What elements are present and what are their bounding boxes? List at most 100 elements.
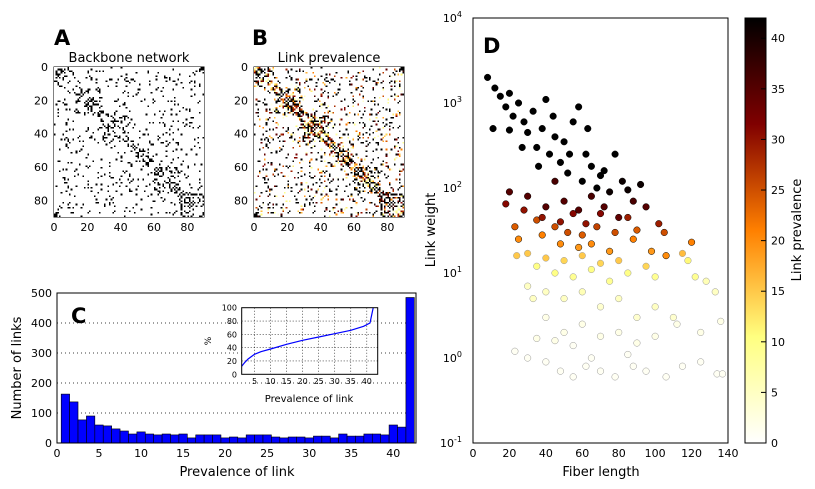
panel-d-ticks: 0 20 40 60 80 100 120 140 10-1 100 101 102 103 104 (440, 10, 738, 460)
histogram-bar (380, 434, 390, 444)
scatter-point (629, 197, 637, 205)
histogram-bar (321, 435, 331, 444)
panel-d-xtick-label: 140 (718, 447, 739, 460)
scatter-point (582, 150, 590, 158)
scatter-point (606, 188, 614, 196)
scatter-point (542, 288, 550, 296)
scatter-point (560, 328, 568, 336)
scatter-point (587, 240, 595, 248)
scatter-point (596, 367, 605, 375)
scatter-point (556, 367, 564, 375)
scatter-point (662, 252, 670, 260)
scatter-point (593, 223, 601, 231)
histogram-bar (136, 431, 146, 444)
histogram-bar (287, 436, 297, 444)
scatter-point (584, 125, 592, 133)
scatter-point (624, 269, 632, 277)
histogram-bar (119, 430, 129, 444)
scatter-point (587, 192, 595, 200)
scatter-point (489, 125, 497, 133)
scatter-point (651, 303, 659, 311)
panel-d-ylabel: Link weight (424, 193, 439, 268)
scatter-point (615, 295, 623, 303)
histogram-bar (245, 434, 255, 444)
scatter-point (505, 188, 513, 196)
scatter-point (673, 320, 681, 328)
inset-cumulative-line (241, 307, 374, 367)
panel-c-xtick-label: 5 (96, 447, 103, 460)
panel-a-axes: 0 0 20 20 40 40 60 60 80 80 (34, 61, 205, 234)
colorbar-tick-label: 0 (771, 437, 778, 450)
scatter-point (529, 295, 537, 303)
panel-d-ytick-label: 103 (443, 95, 462, 110)
scatter-point (551, 269, 559, 277)
scatter-point (596, 259, 605, 267)
scatter-point (569, 342, 577, 350)
scatter-point (651, 273, 659, 281)
scatter-point (600, 167, 608, 175)
histogram-bar (60, 393, 70, 444)
scatter-point (575, 243, 583, 251)
histogram-bar (355, 435, 365, 444)
panel-a-title: Backbone network (69, 51, 190, 66)
scatter-point (717, 317, 725, 325)
scatter-point (711, 288, 719, 296)
panel-d-xlabel: Fiber length (562, 465, 639, 480)
scatter-point (578, 320, 586, 328)
scatter-point (524, 128, 532, 137)
scatter-point (542, 254, 550, 262)
scatter-point (569, 273, 577, 281)
scatter-point (624, 186, 632, 194)
panel-b-ytick-label: 40 (234, 128, 248, 141)
histogram-bar (203, 434, 213, 444)
panel-d-xtick-label: 40 (539, 447, 553, 460)
inset-ytick-label: 100 (222, 304, 237, 313)
scatter-point (542, 358, 550, 366)
scatter-point (629, 235, 637, 243)
scatter-point (633, 226, 641, 234)
panel-c-ytick-label: 100 (31, 407, 52, 420)
scatter-point (575, 103, 583, 111)
panel-c-ylabel: Number of links (10, 316, 25, 419)
panel-d-ytick-label: 104 (443, 10, 462, 25)
colorbar-tick-label: 35 (771, 83, 785, 96)
scatter-point (538, 125, 546, 133)
panel-a-xtick-label: 40 (114, 221, 128, 234)
scatter-point (542, 203, 550, 211)
panel-d-xtick-label: 80 (612, 447, 626, 460)
scatter-point (606, 247, 614, 255)
inset-xtick-label: 35 (346, 377, 356, 386)
histogram-bar (313, 435, 323, 444)
scatter-point (538, 231, 546, 239)
scatter-point (611, 228, 619, 236)
scatter-point (514, 99, 523, 107)
scatter-point (702, 277, 710, 285)
panel-b-xtick-label: 0 (251, 221, 258, 234)
scatter-point (633, 313, 641, 321)
scatter-point (587, 162, 595, 170)
colorbar-tick-label: 20 (771, 235, 785, 248)
panel-c-xlabel: Prevalence of link (179, 465, 295, 480)
colorbar-ticks: 0 5 10 15 20 25 30 35 40 (761, 32, 785, 450)
scatter-point (551, 133, 559, 141)
scatter-point (569, 210, 577, 218)
inset-ytick-label: 20 (227, 357, 237, 366)
scatter-point (637, 180, 645, 189)
scatter-point (718, 370, 727, 378)
histogram-bar (128, 433, 138, 444)
histogram-bar (338, 433, 348, 444)
scatter-point (688, 238, 696, 246)
histogram-bar (237, 437, 247, 444)
histogram-bar (69, 401, 79, 444)
scatter-point (606, 277, 614, 285)
scatter-point (511, 347, 519, 355)
panel-c-inset: 5 10 15 20 25 30 35 40 0 20 40 60 80 100 Prevalence o… (204, 304, 379, 405)
histogram-bar (329, 437, 339, 444)
scatter-point (529, 107, 537, 115)
inset-ytick-label: 80 (227, 317, 237, 326)
scatter-point (662, 373, 670, 381)
panel-c-xtick-label: 15 (176, 447, 190, 460)
scatter-point (518, 143, 526, 151)
panel-c-xtick-label: 20 (218, 447, 232, 460)
scatter-point (556, 158, 564, 166)
